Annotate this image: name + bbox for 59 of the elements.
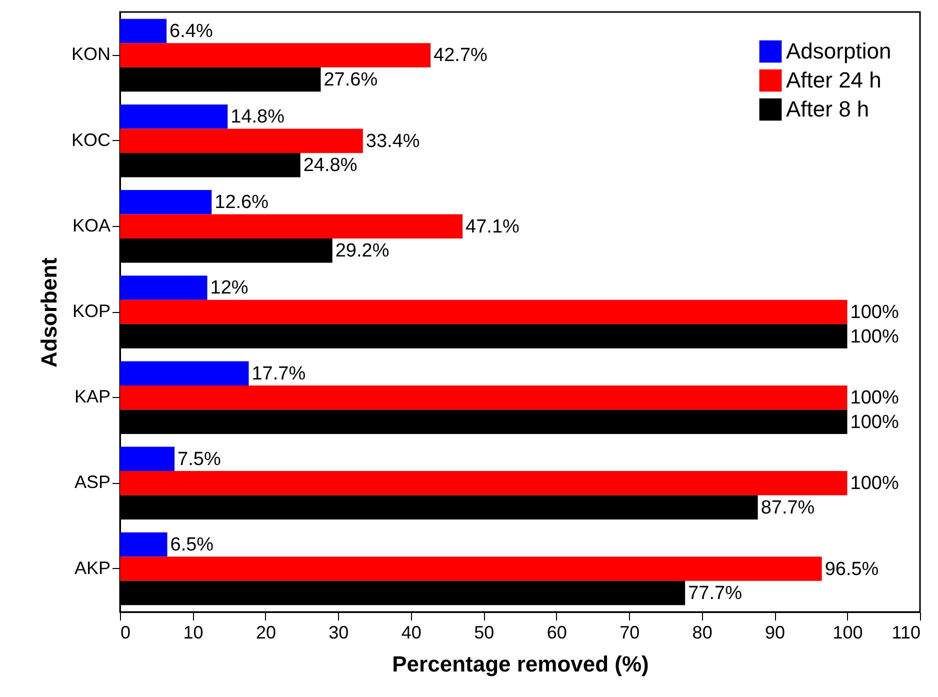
y-tick-label: ASP	[74, 472, 110, 492]
data-label: 100%	[850, 302, 899, 323]
x-tick-label: 90	[765, 622, 786, 642]
y-tick-label: KON	[71, 44, 110, 64]
y-axis-title: Adsorbent	[36, 256, 62, 368]
x-tick-label: 100	[832, 622, 863, 642]
data-label: 27.6%	[324, 69, 378, 90]
y-tick-label: KOC	[71, 130, 110, 150]
y-tick-label: KOP	[72, 301, 110, 321]
x-tick-label: 0	[120, 622, 131, 642]
bar	[120, 18, 167, 44]
bar	[120, 128, 363, 153]
bar	[120, 276, 208, 300]
x-tick-label: 20	[256, 622, 276, 642]
x-tick-label: 110	[892, 622, 920, 642]
x-tick-label: 80	[692, 622, 712, 642]
y-tick-label: AKP	[74, 558, 110, 578]
data-label: 100%	[850, 473, 899, 494]
x-tick-label: 60	[546, 622, 567, 642]
bar	[120, 361, 249, 386]
y-tick-label: KAP	[74, 386, 110, 407]
bar	[120, 532, 168, 557]
bar	[120, 385, 848, 410]
legend-label: Adsorption	[786, 38, 892, 64]
data-label: 87.7%	[760, 497, 815, 518]
data-label: 24.8%	[303, 155, 358, 176]
bar	[120, 214, 463, 239]
x-axis-title: Percentage removed (%)	[392, 652, 649, 676]
bar	[120, 446, 175, 472]
data-label: 100%	[850, 412, 899, 433]
bar	[120, 556, 822, 581]
bar	[120, 190, 212, 214]
data-label: 6.4%	[170, 20, 213, 42]
data-label: 12.6%	[214, 192, 269, 214]
bar	[120, 300, 848, 324]
bar	[120, 43, 431, 68]
x-tick-label: 70	[620, 622, 640, 642]
data-label: 12%	[210, 278, 248, 299]
bar	[120, 104, 228, 129]
legend-label: After 24 h	[786, 68, 882, 92]
data-label: 14.8%	[230, 106, 285, 128]
y-tick-label: KOA	[72, 215, 110, 236]
x-tick-label: 50	[474, 622, 494, 642]
bar	[120, 471, 848, 496]
data-label: 17.7%	[252, 363, 306, 384]
legend-label: After 8 h	[786, 96, 870, 122]
data-label: 7.5%	[178, 448, 221, 470]
data-label: 6.5%	[170, 534, 214, 556]
data-label: 100%	[850, 326, 899, 348]
data-label: 33.4%	[366, 130, 420, 152]
data-label: 77.7%	[688, 583, 742, 604]
x-tick-label: 30	[328, 622, 349, 642]
data-label: 29.2%	[335, 240, 390, 262]
data-label: 47.1%	[466, 216, 520, 238]
data-label: 96.5%	[824, 558, 879, 580]
x-tick-label: 10	[183, 622, 204, 642]
data-label: 100%	[850, 388, 899, 409]
data-label: 42.7%	[434, 45, 488, 66]
x-tick-label: 40	[401, 622, 422, 642]
